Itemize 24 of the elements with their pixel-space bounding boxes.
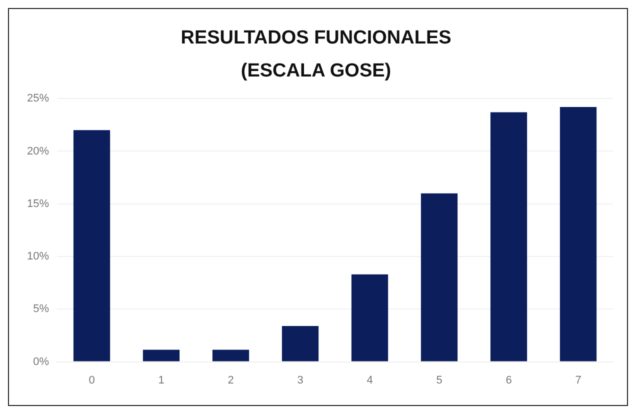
y-tick-label: 15% bbox=[26, 198, 50, 210]
x-tick-label: 2 bbox=[228, 374, 234, 386]
x-tick-label: 6 bbox=[506, 374, 512, 386]
bar bbox=[351, 274, 388, 362]
chart-title: RESULTADOS FUNCIONALES bbox=[180, 28, 452, 49]
x-tick-label: 5 bbox=[436, 374, 442, 386]
chart-subtitle: (ESCALA GOSE) bbox=[240, 60, 392, 82]
x-tick-label: 4 bbox=[366, 374, 373, 386]
bar bbox=[142, 350, 180, 362]
y-tick-label: 5% bbox=[33, 303, 50, 316]
bar bbox=[420, 193, 458, 362]
bar bbox=[212, 350, 250, 362]
y-tick-label: 25% bbox=[26, 92, 50, 105]
y-tick-label: 0% bbox=[33, 356, 50, 368]
x-tick-label: 7 bbox=[575, 374, 582, 386]
bar bbox=[282, 326, 319, 362]
y-tick-label: 10% bbox=[26, 250, 50, 263]
y-tick-label: 20% bbox=[26, 145, 50, 158]
bar bbox=[490, 112, 528, 362]
bar bbox=[560, 107, 597, 362]
x-tick-label: 3 bbox=[297, 374, 304, 386]
x-tick-label: 1 bbox=[158, 374, 164, 386]
x-tick-label: 0 bbox=[88, 374, 95, 386]
bar bbox=[73, 130, 110, 362]
